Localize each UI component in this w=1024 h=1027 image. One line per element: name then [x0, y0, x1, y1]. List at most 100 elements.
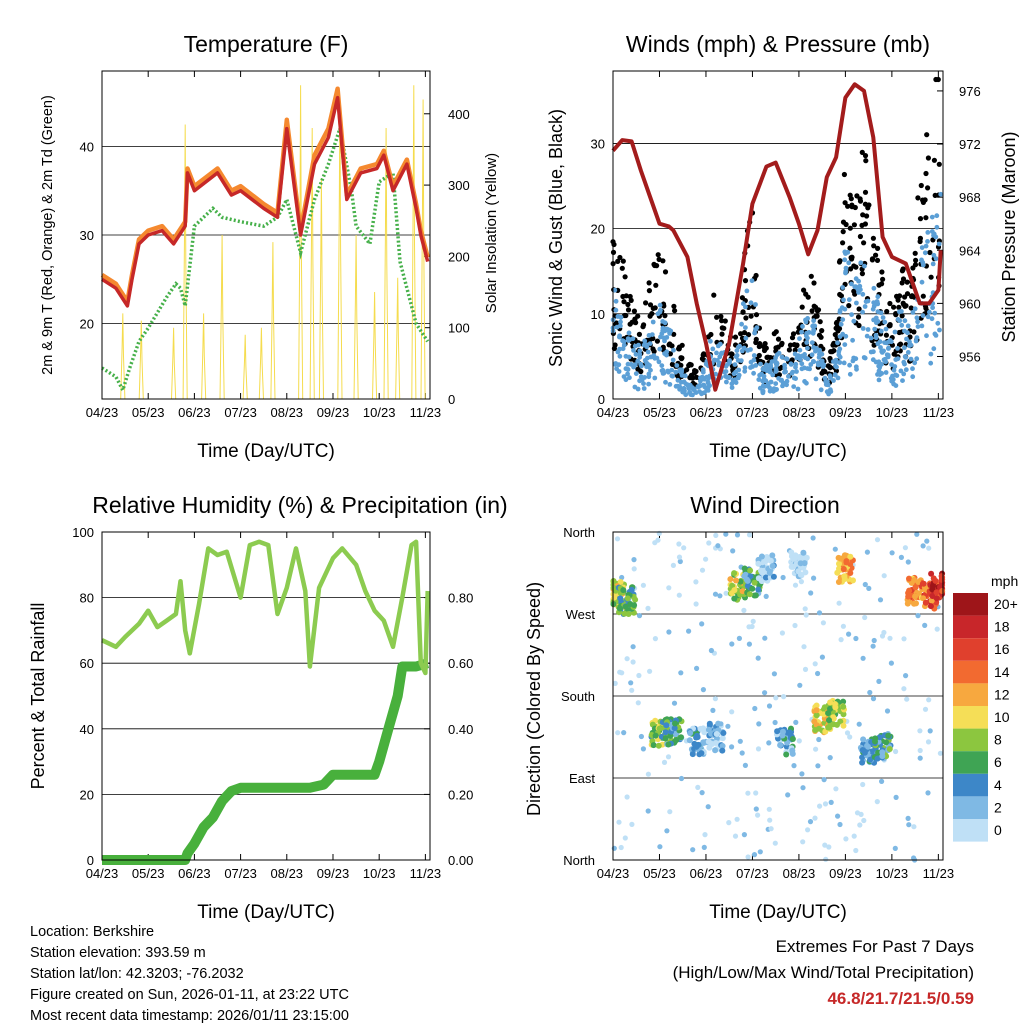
- direction-point: [801, 644, 807, 650]
- direction-point: [655, 742, 662, 749]
- direction-point: [741, 832, 748, 838]
- gust-point: [928, 274, 934, 280]
- wind-point: [637, 354, 643, 360]
- gust-point: [743, 315, 749, 321]
- direction-point: [657, 844, 663, 850]
- gust-point: [871, 243, 877, 249]
- direction-point: [817, 803, 823, 809]
- wind-point: [846, 260, 852, 266]
- direction-point: [920, 543, 926, 549]
- wind-point: [840, 331, 846, 337]
- direction-point: [861, 817, 867, 824]
- gust-point: [646, 288, 653, 294]
- gust-point: [739, 295, 746, 301]
- direction-point: [934, 626, 940, 632]
- wind-point: [733, 380, 739, 385]
- wind-point: [662, 351, 667, 356]
- gust-point: [852, 204, 858, 211]
- direction-point: [755, 812, 761, 818]
- y-tick-label: 80: [80, 591, 94, 606]
- gust-point: [801, 287, 807, 293]
- gust-point: [899, 280, 905, 286]
- wind-point: [908, 342, 914, 348]
- gust-point: [719, 331, 725, 337]
- direction-point: [630, 659, 636, 665]
- gust-point: [771, 331, 777, 337]
- gust-point: [640, 324, 646, 330]
- direction-point: [927, 603, 934, 610]
- wind-point: [912, 360, 918, 366]
- wind-point: [662, 320, 668, 326]
- wind-point: [868, 335, 874, 341]
- direction-point: [815, 763, 821, 769]
- wind-point: [861, 355, 867, 360]
- direction-point: [749, 585, 756, 592]
- gust-point: [627, 321, 633, 327]
- y2-tick-label: 0.20: [448, 787, 473, 802]
- wind-point: [768, 379, 774, 385]
- wind-point: [883, 370, 889, 375]
- wind-point: [737, 343, 742, 349]
- gust-point: [827, 355, 833, 362]
- wind-point: [697, 382, 703, 388]
- wind-point: [771, 386, 777, 391]
- gust-point: [805, 294, 811, 300]
- wind-point: [910, 374, 916, 380]
- direction-point: [819, 654, 826, 660]
- wind-point: [851, 355, 857, 361]
- direction-point: [889, 550, 895, 556]
- y2-tick-label: 972: [959, 137, 981, 152]
- direction-point: [662, 729, 669, 736]
- direction-point: [906, 575, 912, 582]
- direction-point: [769, 563, 776, 569]
- x-tick-label: 11/23: [923, 405, 955, 420]
- direction-point: [697, 725, 704, 732]
- gust-point: [719, 318, 725, 324]
- direction-point: [850, 577, 856, 584]
- solar-spike: [270, 242, 276, 400]
- solar-spike: [383, 127, 389, 400]
- direction-point: [617, 579, 624, 585]
- wind-point: [888, 375, 894, 381]
- wind-point: [784, 382, 789, 388]
- wind-point: [786, 374, 791, 379]
- rh-line: [101, 539, 430, 676]
- wind-point: [673, 369, 679, 375]
- direction-point: [638, 733, 645, 740]
- wind-point: [938, 191, 944, 197]
- y-tick-label: 60: [80, 656, 94, 671]
- wind-point: [915, 319, 920, 325]
- x-tick-label: 06/23: [178, 866, 211, 881]
- gust-point: [852, 291, 858, 297]
- wind-point: [840, 317, 846, 322]
- direction-point: [779, 630, 786, 636]
- wind-point: [922, 250, 928, 256]
- gust-point: [880, 276, 886, 282]
- gust-point: [638, 368, 644, 375]
- direction-point: [922, 706, 929, 712]
- direction-point: [746, 591, 753, 598]
- wind-point: [874, 299, 880, 304]
- gust-point: [627, 293, 633, 300]
- direction-point: [719, 735, 726, 742]
- gust-point: [655, 252, 661, 258]
- direction-point: [840, 566, 847, 572]
- direction-point: [874, 537, 881, 543]
- wind-point: [632, 362, 638, 368]
- direction-point: [719, 747, 726, 754]
- wind-point: [843, 270, 848, 276]
- gust-point: [612, 342, 618, 348]
- direction-point: [736, 635, 743, 642]
- gust-point: [857, 233, 864, 240]
- solar-spike: [318, 177, 324, 400]
- chart-title: Wind Direction: [690, 492, 840, 518]
- direction-point: [622, 835, 628, 841]
- wind-point: [633, 371, 639, 376]
- wind-point: [656, 359, 662, 365]
- gust-point: [932, 192, 938, 198]
- wind-point: [932, 310, 938, 316]
- direction-point: [729, 582, 736, 589]
- direction-point: [912, 584, 919, 591]
- gust-point: [918, 182, 924, 189]
- wind-point: [764, 368, 770, 374]
